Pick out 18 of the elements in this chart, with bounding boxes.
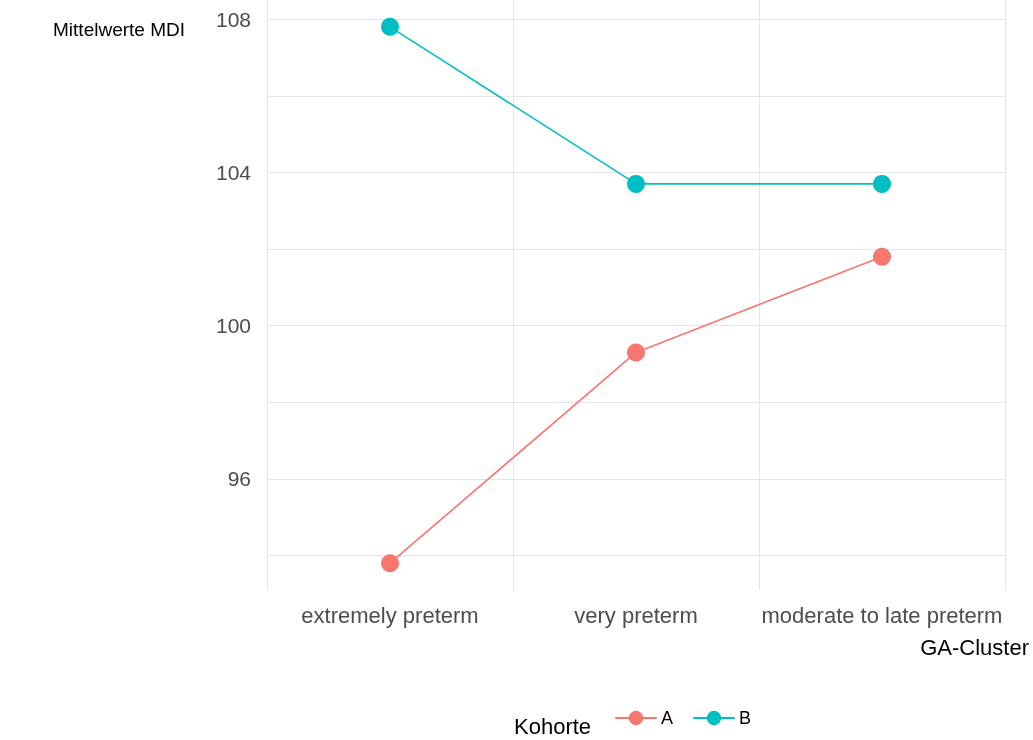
- x-tick-label: very preterm: [574, 602, 698, 628]
- legend-label: A: [661, 708, 674, 728]
- point: [381, 554, 399, 573]
- y-tick-label: 104: [215, 160, 252, 184]
- point: [381, 17, 399, 36]
- x-tick-label: extremely preterm: [301, 602, 479, 628]
- legend-title: Kohorte: [514, 713, 592, 739]
- point: [627, 343, 645, 362]
- x-tick-label: moderate to late preterm: [761, 602, 1003, 628]
- y-axis-title: Mittelwerte MDI: [53, 19, 186, 40]
- y-tick-label: 100: [215, 314, 251, 338]
- x-axis-title: GA-Cluster: [920, 634, 1029, 660]
- point: [627, 174, 645, 193]
- y-tick-label: 108: [215, 7, 251, 31]
- point: [873, 174, 891, 193]
- legend-label: B: [739, 708, 752, 728]
- y-tick-label: 96: [227, 467, 251, 491]
- point: [873, 247, 891, 266]
